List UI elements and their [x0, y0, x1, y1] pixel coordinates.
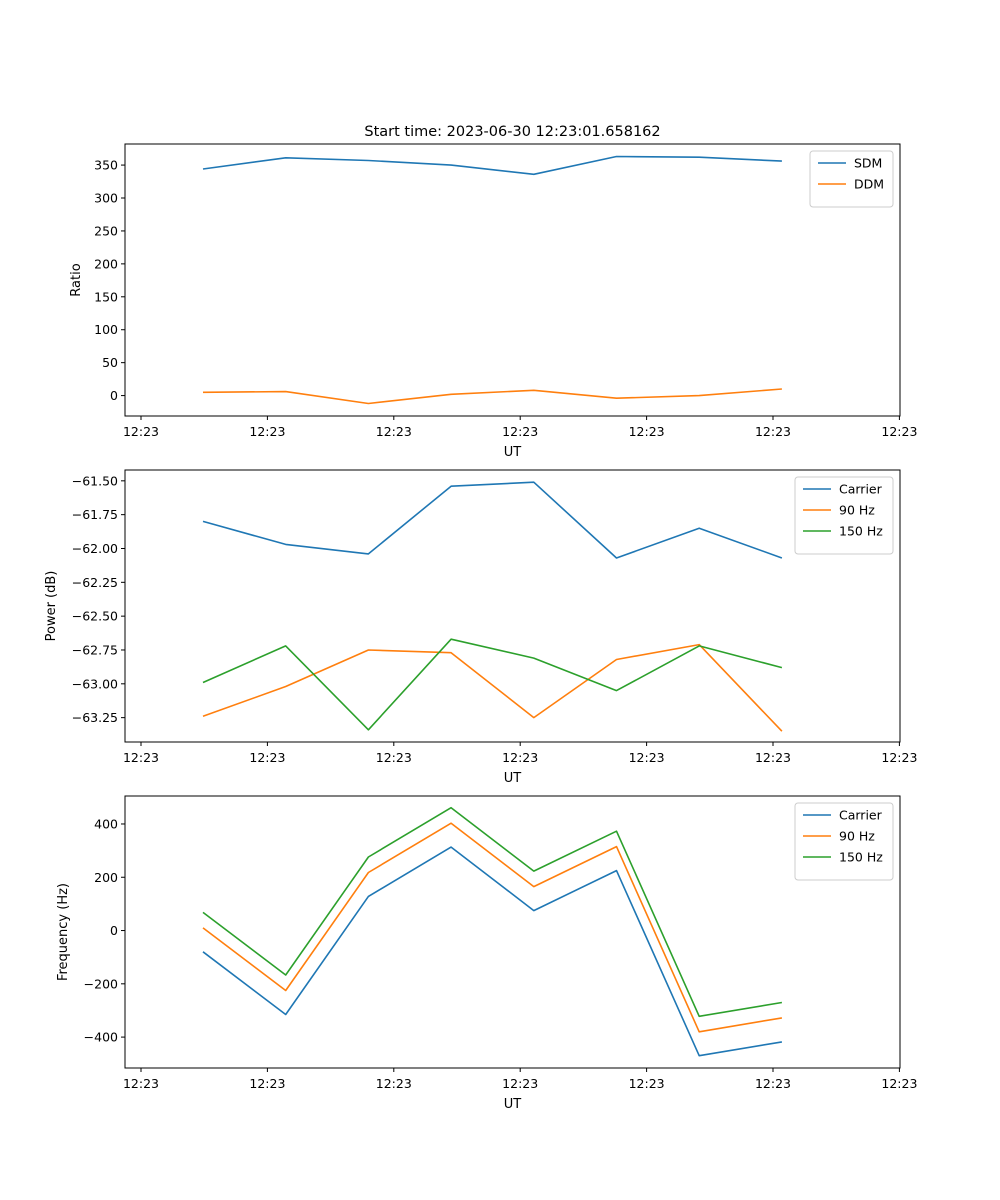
series-line-90-hz — [202, 822, 783, 1033]
series-line-sdm — [202, 155, 782, 176]
y-tick-label: 50 — [102, 355, 118, 370]
legend-box — [794, 802, 894, 881]
x-tick-label: 12:23 — [629, 1076, 665, 1091]
y-tick-label: −62.50 — [72, 609, 118, 624]
x-tick-label: 12:23 — [629, 424, 665, 439]
series-line-carrier — [202, 481, 783, 559]
x-tick-label: 12:23 — [881, 424, 917, 439]
x-tick-label: 12:23 — [755, 750, 791, 765]
legend-label: Carrier — [839, 808, 883, 823]
legend-label: SDM — [854, 156, 882, 171]
y-axis-label: Ratio — [69, 263, 84, 296]
x-tick-label: 12:23 — [502, 1076, 538, 1091]
legend-box — [809, 150, 894, 208]
axes-frame — [124, 143, 901, 417]
legend-label: DDM — [854, 177, 884, 192]
y-tick-label: 200 — [94, 870, 118, 885]
x-tick-label: 12:23 — [249, 424, 285, 439]
legend-box — [794, 476, 894, 555]
legend-label: 150 Hz — [839, 850, 883, 865]
x-tick-label: 12:23 — [376, 750, 412, 765]
y-tick-label: 0 — [110, 923, 118, 938]
y-tick-label: −63.00 — [72, 676, 118, 691]
y-tick-label: 300 — [94, 191, 118, 206]
y-tick-label: 200 — [94, 256, 118, 271]
y-tick-label: 0 — [110, 388, 118, 403]
y-tick-label: −62.25 — [72, 575, 118, 590]
y-axis-label: Power (dB) — [44, 571, 59, 642]
series-line-150-hz — [202, 638, 783, 731]
y-tick-label: −62.75 — [72, 642, 118, 657]
x-tick-label: 12:23 — [502, 424, 538, 439]
legend-label: 90 Hz — [839, 503, 875, 518]
y-tick-label: 150 — [94, 289, 118, 304]
x-tick-label: 12:23 — [376, 1076, 412, 1091]
y-tick-label: −62.00 — [72, 541, 118, 556]
axes-frame — [124, 795, 901, 1069]
y-tick-label: −200 — [84, 976, 118, 991]
legend: Carrier 90 Hz 150 Hz — [794, 476, 894, 555]
x-tick-label: 12:23 — [376, 424, 412, 439]
x-axis-label: UT — [504, 445, 522, 460]
y-tick-label: −61.75 — [72, 507, 118, 522]
chart-panel-2: −63.25 −63.00 −62.75 −62.50 −62.25 −62.00 −61.… — [44, 469, 917, 786]
y-tick-label: 250 — [94, 223, 118, 238]
x-axis-label: UT — [504, 1097, 522, 1112]
x-tick-label: 12:23 — [629, 750, 665, 765]
x-tick-label: 12:23 — [249, 750, 285, 765]
chart-panel-3: −400 −200 0 200 400 12:23 12:23 12:23 12:23 12:23… — [56, 795, 917, 1112]
series-line-ddm — [202, 388, 782, 405]
chart-panel-1: Start time: 2023-06-30 12:23:01.658162 0 5… — [69, 124, 917, 460]
chart-title: Start time: 2023-06-30 12:23:01.658162 — [364, 124, 660, 140]
x-tick-label: 12:23 — [881, 1076, 917, 1091]
x-tick-label: 12:23 — [123, 1076, 159, 1091]
x-axis-label: UT — [504, 771, 522, 786]
x-tick-label: 12:23 — [249, 1076, 285, 1091]
series-line-carrier — [202, 846, 783, 1057]
series-line-150-hz — [202, 806, 783, 1018]
y-axis-label: Frequency (Hz) — [56, 883, 71, 981]
legend: Carrier 90 Hz 150 Hz — [794, 802, 894, 881]
axes-frame — [124, 469, 901, 743]
x-tick-label: 12:23 — [881, 750, 917, 765]
y-tick-label: −63.25 — [72, 710, 118, 725]
x-tick-label: 12:23 — [755, 1076, 791, 1091]
y-tick-label: −400 — [84, 1030, 118, 1045]
y-tick-label: 100 — [94, 322, 118, 337]
y-tick-label: 350 — [94, 158, 118, 173]
y-tick-label: −61.50 — [72, 473, 118, 488]
x-tick-label: 12:23 — [123, 750, 159, 765]
legend-label: 90 Hz — [839, 829, 875, 844]
legend-label: Carrier — [839, 482, 883, 497]
x-tick-label: 12:23 — [502, 750, 538, 765]
y-tick-label: 400 — [94, 816, 118, 831]
series-line-90-hz — [202, 643, 783, 732]
legend-label: 150 Hz — [839, 524, 883, 539]
legend: SDM DDM — [809, 150, 894, 208]
x-tick-label: 12:23 — [123, 424, 159, 439]
x-tick-label: 12:23 — [755, 424, 791, 439]
